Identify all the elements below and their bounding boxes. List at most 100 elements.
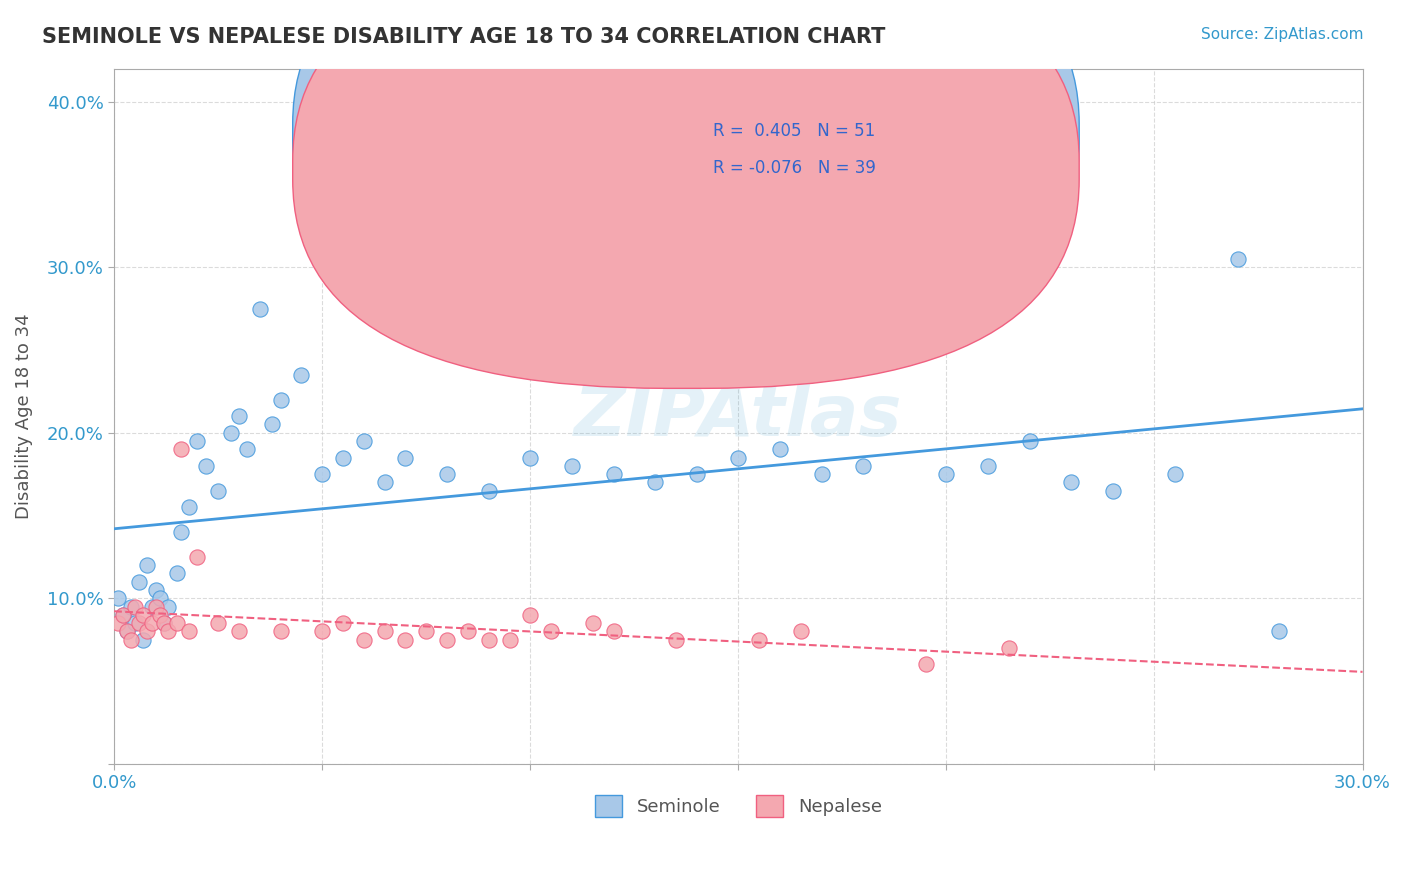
Point — [228, 409, 250, 424]
Point — [311, 467, 333, 482]
Point — [166, 616, 188, 631]
Point — [1226, 252, 1249, 266]
Point — [1268, 624, 1291, 639]
Point — [332, 450, 354, 465]
FancyBboxPatch shape — [645, 107, 994, 204]
Point — [153, 616, 176, 631]
Point — [145, 582, 167, 597]
Point — [498, 632, 520, 647]
Point — [935, 467, 957, 482]
Point — [290, 368, 312, 382]
Point — [136, 624, 159, 639]
FancyBboxPatch shape — [292, 0, 1080, 388]
Point — [582, 616, 605, 631]
Point — [665, 632, 688, 647]
Point — [236, 442, 259, 457]
Point — [311, 624, 333, 639]
Point — [128, 616, 150, 631]
Point — [394, 632, 416, 647]
Point — [219, 425, 242, 440]
Point — [894, 351, 917, 366]
Point — [124, 599, 146, 614]
Point — [810, 467, 832, 482]
Point — [157, 624, 180, 639]
Point — [186, 434, 208, 448]
Point — [852, 458, 875, 473]
Point — [170, 524, 193, 539]
Point — [415, 624, 437, 639]
Point — [270, 392, 292, 407]
Point — [186, 549, 208, 564]
Point — [132, 632, 155, 647]
Point — [149, 607, 172, 622]
Point — [262, 417, 284, 432]
Point — [561, 458, 583, 473]
Point — [769, 442, 792, 457]
Point — [249, 301, 271, 316]
Legend: Seminole, Nepalese: Seminole, Nepalese — [588, 788, 889, 824]
Point — [115, 624, 138, 639]
Text: Source: ZipAtlas.com: Source: ZipAtlas.com — [1201, 27, 1364, 42]
Point — [153, 616, 176, 631]
Point — [141, 616, 163, 631]
Point — [124, 616, 146, 631]
Point — [602, 624, 624, 639]
Point — [436, 632, 458, 647]
Point — [149, 591, 172, 606]
Point — [977, 458, 1000, 473]
Point — [111, 607, 134, 622]
Point — [540, 624, 562, 639]
Point — [177, 500, 200, 515]
Point — [166, 566, 188, 581]
Point — [1102, 483, 1125, 498]
Point — [353, 632, 375, 647]
Text: ZIPAtlas: ZIPAtlas — [574, 382, 903, 450]
Point — [1018, 434, 1040, 448]
Point — [145, 599, 167, 614]
Point — [998, 640, 1021, 655]
Y-axis label: Disability Age 18 to 34: Disability Age 18 to 34 — [15, 313, 32, 519]
Point — [374, 624, 396, 639]
Point — [194, 458, 217, 473]
Point — [686, 467, 709, 482]
FancyBboxPatch shape — [292, 0, 1080, 351]
Text: SEMINOLE VS NEPALESE DISABILITY AGE 18 TO 34 CORRELATION CHART: SEMINOLE VS NEPALESE DISABILITY AGE 18 T… — [42, 27, 886, 46]
Point — [457, 624, 479, 639]
Point — [157, 599, 180, 614]
Point — [120, 599, 142, 614]
Point — [519, 607, 541, 622]
Point — [111, 607, 134, 622]
Point — [353, 434, 375, 448]
Point — [602, 467, 624, 482]
Point — [120, 632, 142, 647]
Text: R =  0.405   N = 51: R = 0.405 N = 51 — [713, 122, 876, 140]
Point — [141, 599, 163, 614]
Point — [914, 657, 936, 672]
Point — [790, 624, 813, 639]
Point — [374, 475, 396, 490]
Point — [478, 483, 501, 498]
Point — [177, 624, 200, 639]
Point — [332, 616, 354, 631]
Point — [1060, 475, 1083, 490]
Point — [170, 442, 193, 457]
Point — [478, 632, 501, 647]
Point — [1164, 467, 1187, 482]
Point — [107, 616, 129, 631]
Point — [207, 616, 229, 631]
Point — [644, 475, 666, 490]
Point — [727, 450, 749, 465]
Point — [207, 483, 229, 498]
Point — [748, 632, 770, 647]
Point — [270, 624, 292, 639]
Point — [115, 624, 138, 639]
Point — [128, 574, 150, 589]
Point — [519, 450, 541, 465]
Point — [436, 467, 458, 482]
Text: R = -0.076   N = 39: R = -0.076 N = 39 — [713, 159, 876, 177]
Point — [136, 558, 159, 573]
Point — [107, 591, 129, 606]
Point — [228, 624, 250, 639]
Point — [394, 450, 416, 465]
Point — [132, 607, 155, 622]
